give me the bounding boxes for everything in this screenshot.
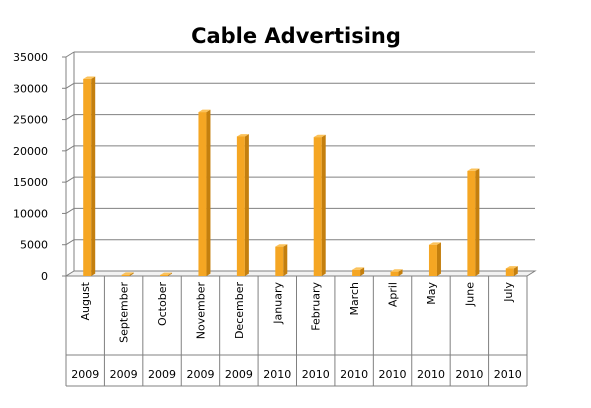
bar [390, 269, 403, 276]
bar [83, 76, 96, 277]
x-tick-label-month: June [463, 282, 476, 307]
bar [121, 272, 134, 276]
y-tick-label: 30000 [13, 82, 48, 95]
x-tick-label-year: 2010 [494, 368, 522, 381]
x-tick-label-month: April [387, 282, 400, 307]
bars [83, 76, 518, 277]
bar [160, 272, 173, 276]
bar [352, 267, 365, 276]
grid-lines [64, 51, 537, 277]
x-tick-label-year: 2010 [417, 368, 445, 381]
x-tick-label-year: 2010 [302, 368, 330, 381]
x-tick-label-month: December [233, 282, 246, 340]
y-tick-label: 15000 [13, 176, 48, 189]
bar [198, 109, 211, 276]
x-tick-label-month: July [502, 282, 515, 303]
x-tick-label-month: August [79, 281, 92, 320]
x-tick-label-year: 2009 [186, 368, 214, 381]
y-tick-label: 20000 [13, 145, 48, 158]
x-axis: August 2009 September 2009 October 2009 Novemb… [65, 276, 528, 387]
chart-title: Cable Advertising [191, 24, 401, 48]
x-tick-label-year: 2010 [263, 368, 291, 381]
bar [236, 134, 249, 276]
y-tick-label: 25000 [13, 114, 48, 127]
bar [313, 134, 326, 276]
y-tick-label: 10000 [13, 207, 48, 220]
bar [428, 242, 441, 276]
y-tick-label: 5000 [20, 239, 48, 252]
x-tick-label-year: 2009 [110, 368, 138, 381]
x-tick-label-month: September [118, 282, 131, 343]
x-tick-label-month: October [156, 282, 169, 326]
x-tick-label-month: November [194, 282, 207, 340]
x-tick-label-month: March [348, 282, 361, 316]
y-tick-label: 35000 [13, 51, 48, 64]
y-axis: 0 5000 10000 15000 20000 25000 30000 35000 [13, 51, 66, 283]
x-tick-label-month: January [271, 282, 284, 325]
x-tick-label-year: 2010 [455, 368, 483, 381]
bar [467, 168, 480, 276]
x-tick-label-year: 2009 [148, 368, 176, 381]
x-tick-label-year: 2009 [71, 368, 99, 381]
x-tick-label-year: 2009 [225, 368, 253, 381]
x-tick-label-year: 2010 [379, 368, 407, 381]
y-tick-label: 0 [41, 270, 48, 283]
bar [505, 266, 518, 276]
x-tick-label-month: February [310, 282, 323, 331]
x-tick-label-month: May [425, 282, 438, 305]
bar [275, 244, 288, 276]
x-tick-label-year: 2010 [340, 368, 368, 381]
